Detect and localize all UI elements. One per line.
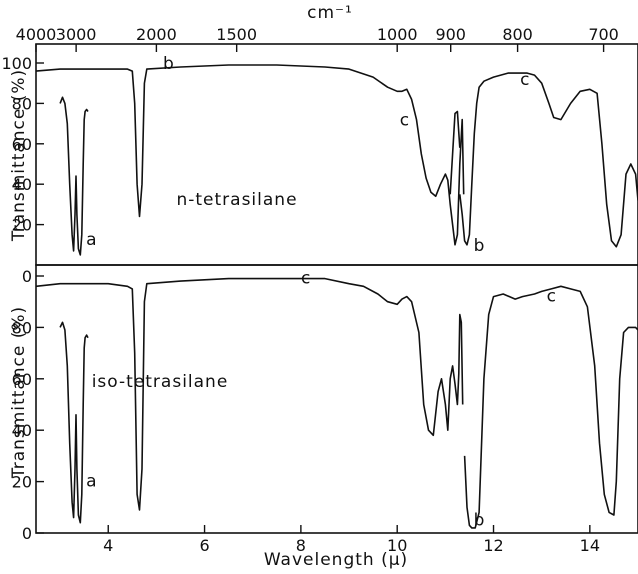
band-annotation: c xyxy=(400,111,409,131)
y-tick-label: 100 xyxy=(1,54,32,73)
band-annotation: b xyxy=(474,510,485,530)
band-annotation: a xyxy=(86,230,96,250)
lower-panel-frame xyxy=(35,264,638,534)
top-tick-label: 1000 xyxy=(377,25,418,44)
y-tick-label: 40 xyxy=(12,421,32,440)
spectrum-line xyxy=(35,64,465,246)
y-tick-label: 80 xyxy=(12,318,32,337)
y-tick-label: 80 xyxy=(12,94,32,113)
x-tick-label: 6 xyxy=(199,536,209,555)
y-tick-label: 20 xyxy=(12,473,32,492)
band-annotation: a xyxy=(86,472,96,492)
band-annotation: b xyxy=(474,236,485,256)
spectra-layer xyxy=(35,64,638,529)
band-annotation: c xyxy=(301,269,310,289)
upper-panel-frame xyxy=(35,43,638,266)
band-annotation: c xyxy=(520,70,529,90)
x-tick-label: 4 xyxy=(103,536,113,555)
annotations-layer: b a c c b c a c b xyxy=(86,54,556,530)
spectrum-line xyxy=(59,321,89,524)
x-tick-label: 10 xyxy=(387,536,407,555)
top-axis-title: cm⁻¹ xyxy=(307,3,353,23)
y-tick-label: 0 xyxy=(22,267,32,286)
top-tick-label: 800 xyxy=(502,25,533,44)
spectrum-line xyxy=(59,96,89,256)
upper-y-axis-title: Transmittance (%) xyxy=(9,69,29,242)
top-tick-label: 1500 xyxy=(216,25,257,44)
upper-compound-label: n-tetrasilane xyxy=(176,190,297,210)
top-tick-label: 2000 xyxy=(136,25,177,44)
lower-y-axis-title: Transmittance (%) xyxy=(9,306,29,479)
spectrum-line xyxy=(463,285,638,529)
band-annotation: b xyxy=(163,54,174,74)
x-axis-title: Wavelength (μ) xyxy=(264,550,408,570)
lower-compound-label: iso-tetrasilane xyxy=(92,372,229,392)
band-annotation: c xyxy=(547,287,556,307)
top-tick-label: 3000 xyxy=(56,25,97,44)
spectrum-line xyxy=(449,110,461,195)
y-tick-label: 0 xyxy=(22,524,32,543)
top-tick-label: 900 xyxy=(435,25,466,44)
top-tick-label: 700 xyxy=(588,25,619,44)
y-tick-label: 40 xyxy=(12,175,32,194)
spectrum-line xyxy=(459,72,638,248)
top-tick-label: 4000 xyxy=(16,25,57,44)
x-tick-label: 14 xyxy=(580,536,600,555)
y-tick-label: 60 xyxy=(12,370,32,389)
y-tick-label: 20 xyxy=(12,216,32,235)
spectrum-line xyxy=(35,277,464,511)
x-tick-label: 12 xyxy=(483,536,503,555)
x-tick-label: 8 xyxy=(296,536,306,555)
y-tick-label: 60 xyxy=(12,135,32,154)
